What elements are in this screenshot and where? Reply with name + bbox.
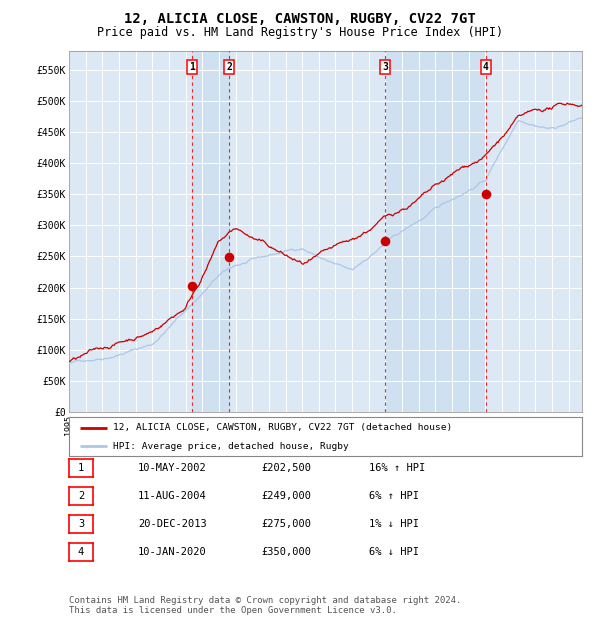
Point <box>187 281 196 291</box>
Text: £350,000: £350,000 <box>261 547 311 557</box>
Text: 10-MAY-2002: 10-MAY-2002 <box>138 463 207 473</box>
Text: 16% ↑ HPI: 16% ↑ HPI <box>369 463 425 473</box>
Point <box>380 236 390 246</box>
Text: 4: 4 <box>483 62 489 72</box>
Text: 1: 1 <box>78 463 84 473</box>
Bar <box>385 51 486 412</box>
Text: £249,000: £249,000 <box>261 491 311 501</box>
Text: 6% ↓ HPI: 6% ↓ HPI <box>369 547 419 557</box>
Point <box>224 252 234 262</box>
Bar <box>191 51 229 412</box>
Text: 12, ALICIA CLOSE, CAWSTON, RUGBY, CV22 7GT: 12, ALICIA CLOSE, CAWSTON, RUGBY, CV22 7… <box>124 12 476 27</box>
Text: £275,000: £275,000 <box>261 519 311 529</box>
Text: £202,500: £202,500 <box>261 463 311 473</box>
Text: 1% ↓ HPI: 1% ↓ HPI <box>369 519 419 529</box>
Text: Price paid vs. HM Land Registry's House Price Index (HPI): Price paid vs. HM Land Registry's House … <box>97 26 503 39</box>
Text: 10-JAN-2020: 10-JAN-2020 <box>138 547 207 557</box>
Point <box>481 189 491 199</box>
Text: 2: 2 <box>78 491 84 501</box>
Text: 2: 2 <box>226 62 232 72</box>
Text: Contains HM Land Registry data © Crown copyright and database right 2024.
This d: Contains HM Land Registry data © Crown c… <box>69 596 461 615</box>
Text: 1: 1 <box>188 62 194 72</box>
Text: 3: 3 <box>78 519 84 529</box>
Text: 4: 4 <box>78 547 84 557</box>
Text: 3: 3 <box>382 62 388 72</box>
Text: 12, ALICIA CLOSE, CAWSTON, RUGBY, CV22 7GT (detached house): 12, ALICIA CLOSE, CAWSTON, RUGBY, CV22 7… <box>113 423 452 432</box>
Text: HPI: Average price, detached house, Rugby: HPI: Average price, detached house, Rugb… <box>113 441 349 451</box>
Text: 20-DEC-2013: 20-DEC-2013 <box>138 519 207 529</box>
Text: 11-AUG-2004: 11-AUG-2004 <box>138 491 207 501</box>
Text: 6% ↑ HPI: 6% ↑ HPI <box>369 491 419 501</box>
